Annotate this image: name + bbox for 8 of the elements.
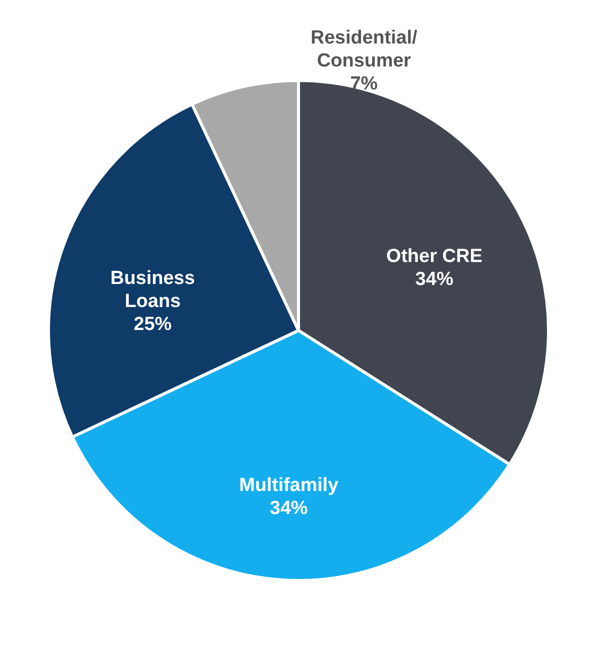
data-label: 25% <box>134 314 172 335</box>
slice-label: Other CRE <box>386 246 482 267</box>
slice-label: Business Loans <box>110 268 195 312</box>
data-label: 34% <box>270 498 308 520</box>
data-label: 34% <box>415 268 454 290</box>
data-label: 7% <box>350 74 378 95</box>
slice-label: Multifamily <box>239 475 339 496</box>
slice-label: Residential/ Consumer <box>310 28 418 72</box>
